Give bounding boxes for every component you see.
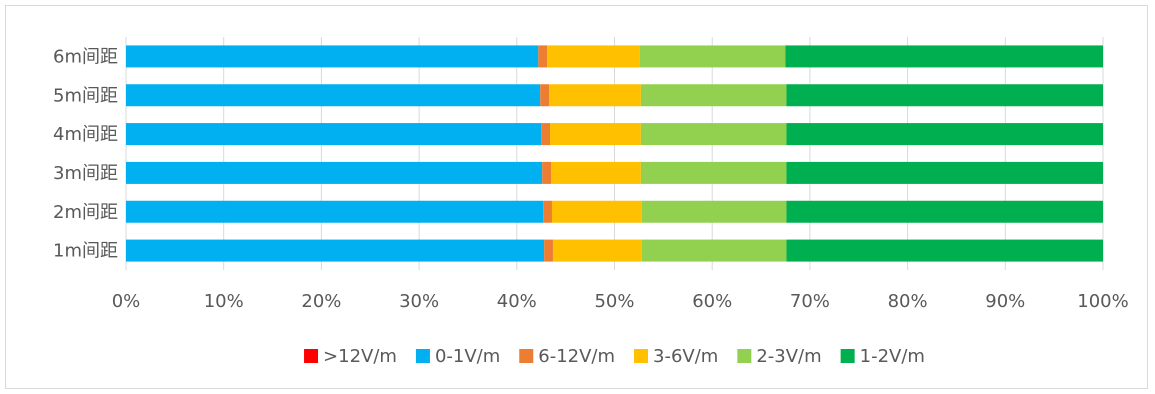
bar-segment	[126, 45, 539, 68]
bar-segment	[542, 161, 551, 184]
legend-swatch	[634, 349, 649, 363]
legend-label: 6-12V/m	[538, 346, 615, 367]
legend-item: 0-1V/m	[415, 346, 500, 367]
legend-label: 0-1V/m	[435, 346, 500, 367]
category-label: 2m间距	[53, 202, 118, 223]
bar-segment	[786, 123, 1103, 146]
bar-segment	[126, 161, 543, 184]
bar-segment	[641, 239, 787, 262]
x-tick-label: 80%	[888, 291, 928, 312]
category-labels: 6m间距 5m间距 4m间距 3m间距 2m间距 1m间距	[53, 46, 118, 261]
category-label: 1m间距	[53, 241, 118, 262]
bar-segment	[126, 200, 544, 223]
bar-segment	[786, 161, 1103, 184]
bar-segment	[541, 123, 551, 146]
bar-segment	[786, 239, 1103, 262]
x-tick-labels: 0% 10% 20% 30% 40% 50% 60% 70% 80% 90% 100%	[112, 291, 1129, 312]
bar-segment	[641, 200, 787, 223]
legend-item: 3-6V/m	[634, 346, 718, 367]
bar-segment	[552, 239, 642, 262]
legend-swatch	[415, 349, 430, 363]
x-tick-label: 0%	[112, 291, 141, 312]
x-tick-label: 90%	[985, 291, 1025, 312]
legend-item: 2-3V/m	[737, 346, 822, 367]
bar-segment	[551, 200, 642, 223]
x-tick-label: 70%	[790, 291, 830, 312]
bar-segment	[786, 84, 1103, 107]
x-tick-label: 50%	[594, 291, 634, 312]
gridlines	[125, 37, 1104, 270]
legend-label: >12V/m	[323, 346, 397, 367]
legend-item: 1-2V/m	[840, 346, 925, 367]
bar-segment	[640, 84, 787, 107]
bar-segment	[126, 123, 542, 146]
x-tick-label: 20%	[301, 291, 341, 312]
bar-segment	[785, 45, 1103, 68]
bar-segment	[549, 84, 641, 107]
legend-label: 3-6V/m	[653, 346, 718, 367]
x-tick-label: 100%	[1077, 291, 1128, 312]
legend-label: 2-3V/m	[756, 346, 821, 367]
bar-segment	[547, 45, 640, 68]
bar-segment	[550, 123, 641, 146]
bars	[126, 45, 1103, 262]
legend-item: >12V/m	[304, 346, 397, 367]
bar-segment	[639, 45, 786, 68]
bar-segment	[543, 200, 552, 223]
category-label: 6m间距	[53, 46, 118, 67]
legend-swatch	[737, 349, 752, 363]
x-tick-label: 10%	[204, 291, 244, 312]
x-tick-label: 40%	[497, 291, 537, 312]
legend-swatch	[304, 349, 319, 363]
x-tick-label: 60%	[692, 291, 732, 312]
bar-segment	[786, 200, 1103, 223]
legend-item: 6-12V/m	[519, 346, 615, 367]
bar-segment	[550, 161, 641, 184]
bar-segment	[640, 123, 787, 146]
legend: >12V/m 0-1V/m 6-12V/m 3-6V/m 2-3V/m 1-2V/m	[304, 346, 925, 367]
x-tick-label: 30%	[399, 291, 439, 312]
bar-segment	[538, 45, 548, 68]
bar-segment	[540, 84, 550, 107]
legend-swatch	[840, 349, 855, 363]
bar-segment	[640, 161, 787, 184]
bar-segment	[126, 84, 541, 107]
chart-frame	[5, 5, 1148, 389]
legend-label: 1-2V/m	[860, 346, 925, 367]
bar-segment	[544, 239, 553, 262]
category-label: 3m间距	[53, 163, 118, 184]
category-label: 4m间距	[53, 124, 118, 145]
legend-swatch	[519, 349, 534, 363]
bar-segment	[126, 239, 545, 262]
category-label: 5m间距	[53, 85, 118, 106]
